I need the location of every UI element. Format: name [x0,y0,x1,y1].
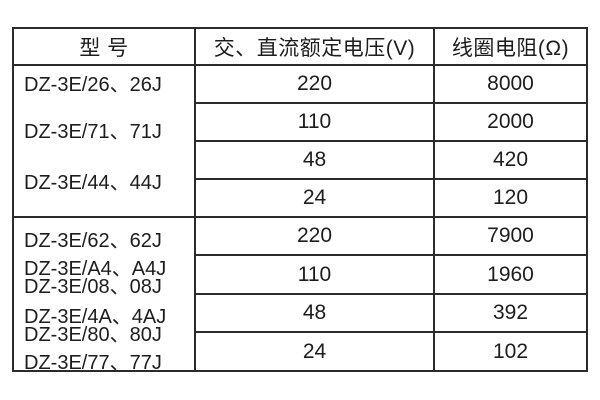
model-name: DZ-3E/44、44J [24,172,162,194]
resistance-value: 2000 [435,104,586,140]
model-name: DZ-3E/62、62J [24,230,162,252]
resistance-value: 8000 [435,66,586,102]
voltage-value: 48 [196,142,433,178]
model-name: DZ-3E/80、80J [24,324,162,346]
voltage-value: 110 [196,104,433,140]
voltage-value: 110 [196,256,433,293]
model-group-1-cell: DZ-3E/26、26J DZ-3E/71、71J DZ-3E/44、44J [14,66,194,216]
resistance-value: 420 [435,142,586,178]
voltage-value: 48 [196,295,433,331]
header-voltage: 交、直流额定电压(V) [196,29,433,64]
resistance-value: 102 [435,333,586,370]
voltage-value: 24 [196,333,433,370]
voltage-value: 220 [196,218,433,254]
resistance-value: 7900 [435,218,586,254]
resistance-value: 392 [435,295,586,331]
voltage-value: 220 [196,66,433,102]
spec-table-grid: 型 号 交、直流额定电压(V) 线圈电阻(Ω) DZ-3E/26、26J DZ-… [14,29,586,370]
model-name: DZ-3E/4A、4AJ [24,306,167,328]
model-name: DZ-3E/71、71J [24,121,162,143]
resistance-value: 1960 [435,256,586,293]
model-name: DZ-3E/08、08J [24,276,162,298]
model-name: DZ-3E/A4、A4J [24,258,167,280]
resistance-value: 120 [435,180,586,216]
spec-table: 型 号 交、直流额定电压(V) 线圈电阻(Ω) DZ-3E/26、26J DZ-… [12,27,588,372]
model-name: DZ-3E/77、77J [24,352,162,370]
model-group-2-cell: DZ-3E/62、62J DZ-3E/A4、A4J DZ-3E/08、08J D… [14,218,194,370]
header-resistance: 线圈电阻(Ω) [435,29,586,64]
header-model: 型 号 [14,29,194,64]
voltage-value: 24 [196,180,433,216]
model-name: DZ-3E/26、26J [24,74,162,96]
